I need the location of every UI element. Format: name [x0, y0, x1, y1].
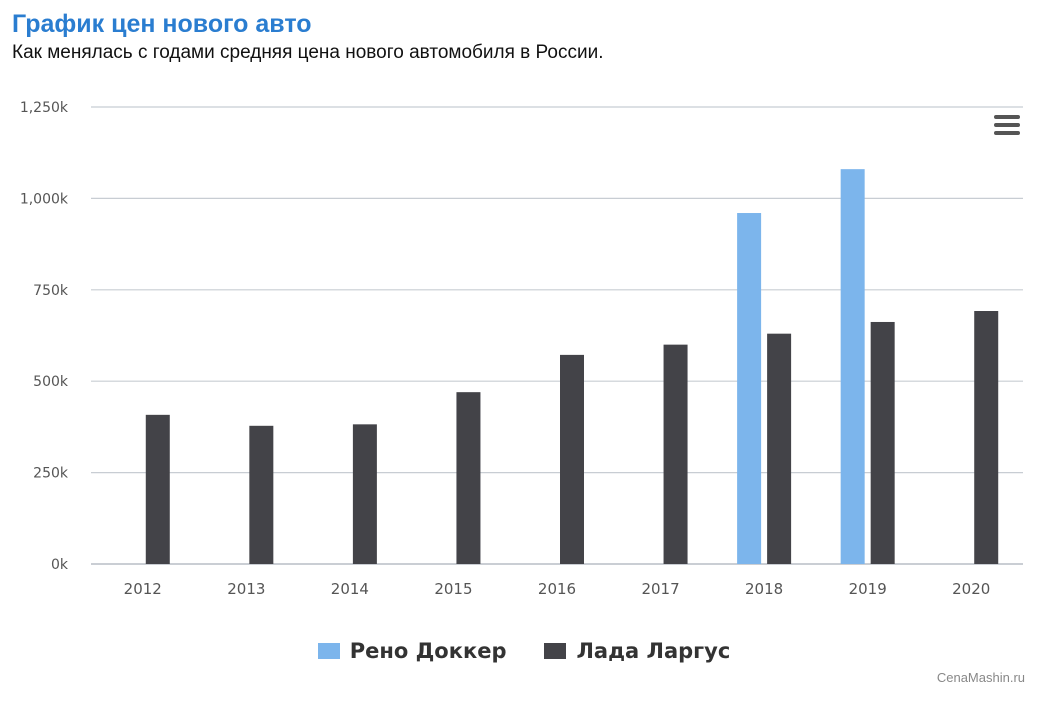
x-tick-label: 2016 [538, 580, 576, 598]
bar-lada-largus-2012 [145, 414, 170, 564]
bar-chart: 0k 250k 500k 750k 1,000k 1,250k 2012 2013 2014 20… [20, 100, 1023, 598]
bar-lada-largus-2020 [974, 311, 999, 564]
x-tick-label: 2020 [952, 580, 990, 598]
bar-lada-largus-2018 [767, 333, 792, 564]
y-tick-label: 500k [33, 374, 69, 390]
credit-label: CenaMashin.ru [936, 670, 1025, 685]
chart-menu-button[interactable] [993, 113, 1021, 139]
legend-label: Рено Доккер [349, 639, 507, 663]
bar-lada-largus-2017 [663, 344, 688, 564]
y-tick-label: 0k [51, 557, 69, 573]
legend-item[interactable]: Лада Ларгус [544, 639, 730, 663]
y-tick-label: 750k [33, 283, 69, 299]
bar-lada-largus-2016 [560, 354, 584, 564]
y-tick-label: 1,000k [20, 191, 69, 207]
legend-label: Лада Ларгус [576, 639, 731, 663]
y-tick-label: 1,250k [20, 100, 69, 116]
legend-swatch [544, 643, 567, 659]
bar-lada-largus-2015 [456, 392, 481, 564]
bar-lada-largus-2019 [870, 321, 895, 564]
bar-reno-dokker-2018 [737, 213, 762, 565]
chart-title: График цен нового авто [12, 10, 312, 38]
x-tick-label: 2013 [227, 580, 265, 598]
bar-lada-largus-2013 [249, 425, 274, 564]
x-tick-label: 2014 [331, 580, 369, 598]
x-tick-label: 2017 [641, 580, 679, 598]
legend-swatch [317, 643, 340, 659]
chart-legend: Рено Доккер Лада Ларгус [0, 634, 1040, 668]
x-tick-label: 2019 [849, 580, 887, 598]
bar-lada-largus-2014 [352, 424, 377, 564]
bar-reno-dokker-2019 [840, 169, 865, 565]
legend-item[interactable]: Рено Доккер [317, 639, 507, 663]
x-tick-label: 2015 [434, 580, 472, 598]
y-tick-label: 250k [33, 466, 69, 482]
x-tick-label: 2012 [124, 580, 162, 598]
chart-subtitle: Как менялась с годами средняя цена новог… [12, 42, 604, 63]
x-tick-label: 2018 [745, 580, 783, 598]
